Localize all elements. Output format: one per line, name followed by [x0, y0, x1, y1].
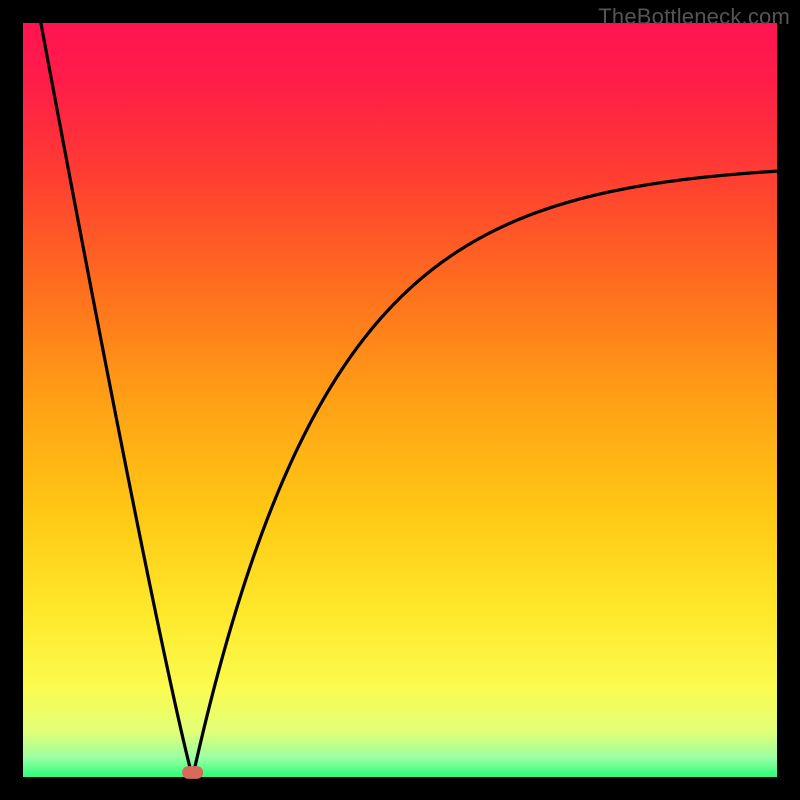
chart-container: TheBottleneck.com: [0, 0, 800, 800]
watermark-text: TheBottleneck.com: [598, 4, 790, 30]
optimal-marker: [182, 766, 203, 779]
chart-gradient-background: [23, 23, 777, 777]
bottleneck-chart: [0, 0, 800, 800]
